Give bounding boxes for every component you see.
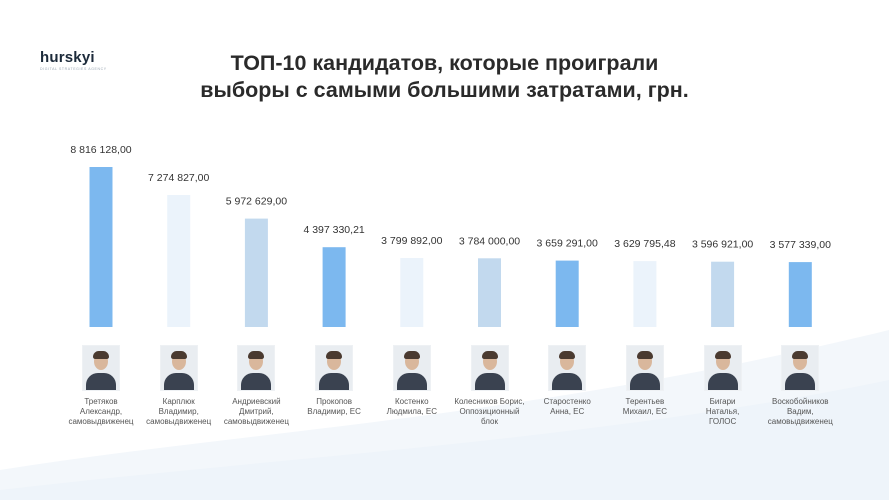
bar-2: [167, 195, 191, 327]
data-label-7: 3 659 291,00: [537, 238, 598, 250]
bar-1: [89, 167, 113, 327]
logo: hurskyi DIGITAL STRATEGIES AGENCY: [40, 50, 130, 80]
bar-3: [244, 218, 268, 327]
data-label-1: 8 816 128,00: [70, 144, 131, 156]
title-line-1: ТОП-10 кандидатов, которые проиграли: [230, 51, 659, 75]
bar-7: [555, 260, 579, 327]
bar-6: [478, 258, 501, 327]
page-title: ТОП-10 кандидатов, которые проиграли выб…: [150, 50, 739, 104]
bar-9: [711, 261, 735, 327]
data-label-6: 3 784 000,00: [459, 235, 520, 247]
data-label-3: 5 972 629,00: [226, 196, 287, 208]
title-line-2: выборы с самыми большими затратами, грн.: [200, 78, 689, 102]
bar-5: [400, 258, 424, 327]
data-label-4: 4 397 330,21: [303, 224, 364, 236]
logo-wordmark: hurskyi: [40, 49, 95, 66]
data-label-2: 7 274 827,00: [148, 172, 209, 184]
bar-4: [322, 247, 346, 327]
data-label-5: 3 799 892,00: [381, 235, 442, 247]
data-label-9: 3 596 921,00: [692, 239, 753, 251]
data-label-8: 3 629 795,48: [614, 238, 675, 250]
bar-10: [788, 262, 812, 327]
logo-tagline: DIGITAL STRATEGIES AGENCY: [40, 67, 107, 71]
data-label-10: 3 577 339,00: [770, 239, 831, 251]
bar-8: [633, 261, 657, 327]
